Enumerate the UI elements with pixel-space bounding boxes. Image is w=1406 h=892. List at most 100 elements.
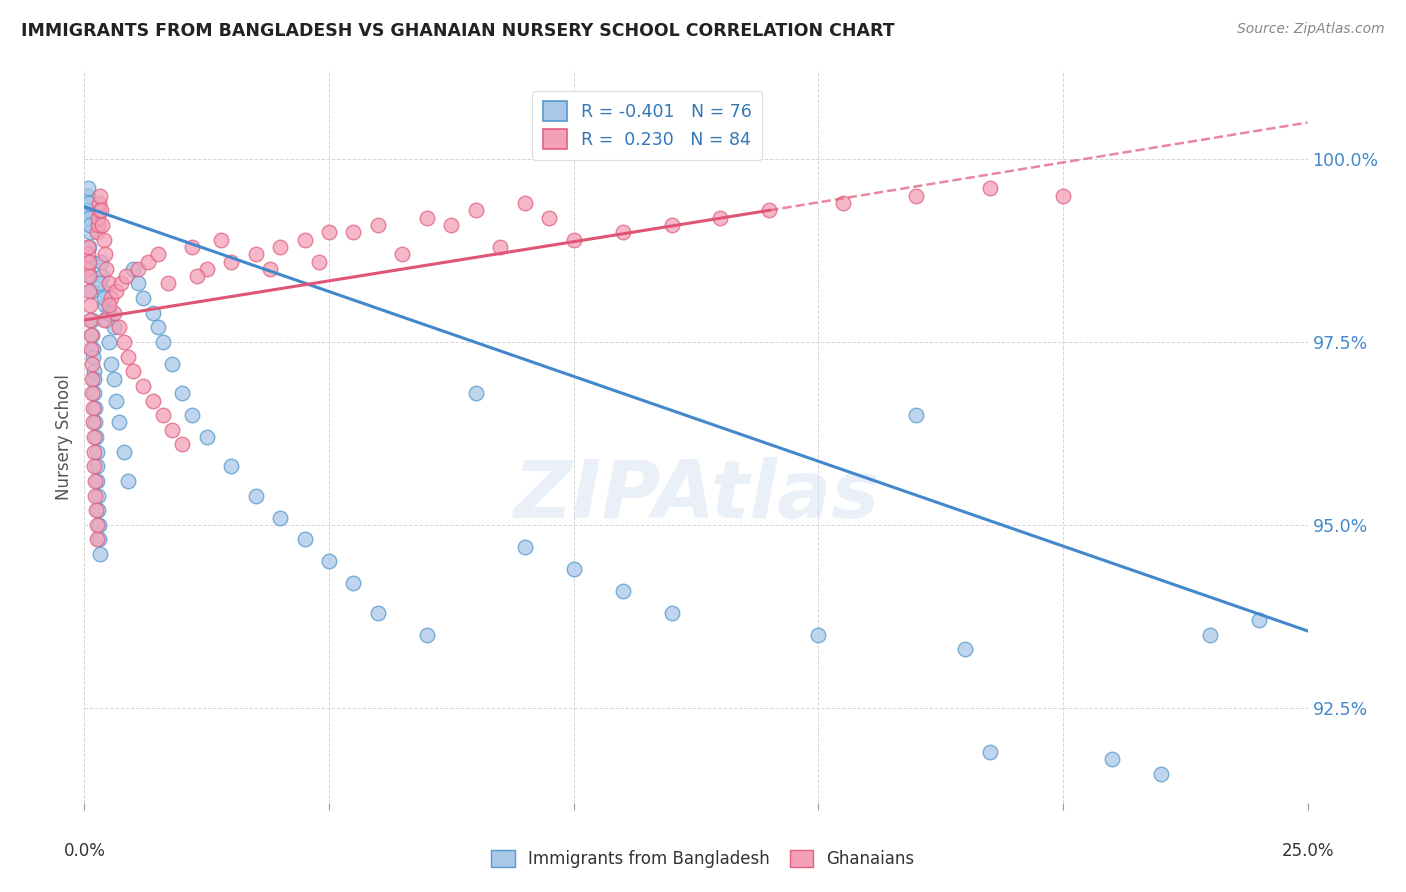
Point xyxy=(79,225,101,239)
Point xyxy=(107,320,129,334)
Point xyxy=(100,291,122,305)
Point xyxy=(132,291,155,305)
Point xyxy=(245,247,267,261)
Point xyxy=(80,357,103,371)
Point xyxy=(156,277,179,291)
Point xyxy=(76,188,98,202)
Point xyxy=(209,233,232,247)
Point xyxy=(105,284,128,298)
Point xyxy=(1052,188,1074,202)
Point xyxy=(83,386,105,401)
Point xyxy=(112,334,135,349)
Point xyxy=(84,503,107,517)
Point xyxy=(86,225,108,239)
Point xyxy=(83,444,105,458)
Point xyxy=(146,320,169,334)
Point xyxy=(96,313,118,327)
Point xyxy=(391,247,413,261)
Point xyxy=(562,233,585,247)
Point xyxy=(83,430,105,444)
Point xyxy=(195,261,218,276)
Point xyxy=(82,386,104,401)
Point xyxy=(538,211,561,225)
Point xyxy=(86,218,108,232)
Point xyxy=(89,188,111,202)
Point xyxy=(77,211,100,225)
Point xyxy=(77,181,100,195)
Point xyxy=(90,203,112,218)
Point xyxy=(513,196,536,211)
Point xyxy=(77,269,100,284)
Point xyxy=(86,533,108,547)
Point xyxy=(342,225,364,239)
Text: ZIPAtlas: ZIPAtlas xyxy=(513,457,879,534)
Point xyxy=(440,218,463,232)
Point xyxy=(84,489,107,503)
Point xyxy=(905,188,928,202)
Point xyxy=(91,218,114,232)
Point xyxy=(219,254,242,268)
Point xyxy=(87,533,110,547)
Point xyxy=(87,503,110,517)
Point xyxy=(80,343,103,357)
Point xyxy=(94,298,117,312)
Point xyxy=(80,254,103,268)
Point xyxy=(162,423,184,437)
Point xyxy=(77,196,100,211)
Point xyxy=(97,277,120,291)
Point xyxy=(103,306,125,320)
Point xyxy=(661,218,683,232)
Point xyxy=(367,606,389,620)
Point xyxy=(979,745,1001,759)
Point xyxy=(269,510,291,524)
Point xyxy=(342,576,364,591)
Point xyxy=(82,416,104,430)
Point xyxy=(86,489,108,503)
Point xyxy=(709,211,731,225)
Point xyxy=(83,371,105,385)
Point xyxy=(294,233,316,247)
Point xyxy=(142,306,165,320)
Point xyxy=(464,386,486,401)
Point xyxy=(79,218,101,232)
Point xyxy=(112,444,135,458)
Point xyxy=(416,627,439,641)
Point xyxy=(831,196,853,211)
Point xyxy=(807,627,830,641)
Point xyxy=(77,240,100,254)
Point xyxy=(186,269,208,284)
Point xyxy=(89,547,111,561)
Point xyxy=(489,240,512,254)
Point xyxy=(181,408,204,422)
Point xyxy=(87,196,110,211)
Point xyxy=(127,261,149,276)
Point xyxy=(79,313,101,327)
Point xyxy=(103,320,125,334)
Point xyxy=(953,642,976,657)
Point xyxy=(82,350,104,364)
Point xyxy=(83,364,105,378)
Point xyxy=(1150,766,1173,780)
Point xyxy=(142,393,165,408)
Point xyxy=(269,240,291,254)
Text: 0.0%: 0.0% xyxy=(63,842,105,860)
Point xyxy=(79,298,101,312)
Point xyxy=(117,474,139,488)
Point xyxy=(294,533,316,547)
Point xyxy=(77,284,100,298)
Point xyxy=(1198,627,1220,641)
Point xyxy=(94,247,117,261)
Point xyxy=(136,254,159,268)
Point xyxy=(416,211,439,225)
Point xyxy=(172,386,194,401)
Point xyxy=(77,240,100,254)
Point xyxy=(91,269,114,284)
Point xyxy=(76,203,98,218)
Legend: Immigrants from Bangladesh, Ghanaians: Immigrants from Bangladesh, Ghanaians xyxy=(485,843,921,875)
Point xyxy=(83,474,105,488)
Point xyxy=(93,291,115,305)
Point xyxy=(76,247,98,261)
Point xyxy=(1101,752,1123,766)
Point xyxy=(80,284,103,298)
Point xyxy=(82,327,104,342)
